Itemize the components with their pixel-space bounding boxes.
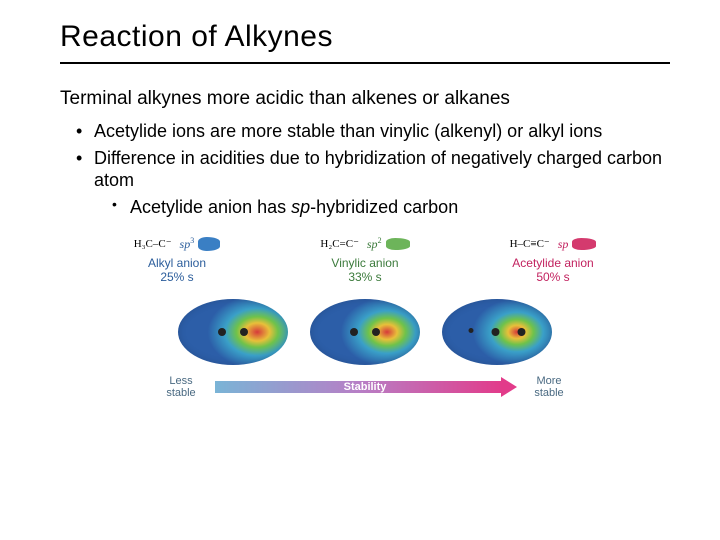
less-stable-label: Less stable (155, 375, 207, 399)
alkyl-sp-label: sp3 (180, 236, 195, 252)
vinyl-caption: Vinylic anion 33% s (331, 256, 398, 285)
sub-bullet-list: Acetylide anion has sp-hybridized carbon (94, 196, 670, 219)
alkyl-structure: H₃C–C⁻ sp3 (134, 236, 220, 252)
bullet-list: Acetylide ions are more stable than viny… (60, 120, 670, 218)
alkyl-density-map (178, 299, 288, 365)
acetylide-sp: sp (558, 237, 569, 251)
acetylide-orbital-lobe (572, 238, 596, 250)
nucleus-icon (469, 328, 474, 333)
sub-bullet-1: Acetylide anion has sp-hybridized carbon (112, 196, 670, 219)
alkyl-caption-pct: 25% s (148, 270, 206, 284)
stability-arrow: Stability (215, 378, 515, 396)
acetylide-density-map (442, 299, 552, 365)
vinyl-orbital-lobe (386, 238, 410, 250)
acetylide-anion-column: H–C≡C⁻ sp Acetylide anion 50% s (483, 236, 623, 285)
nucleus-icon (518, 328, 526, 336)
acetylide-formula: H–C≡C⁻ (510, 239, 550, 250)
alkyl-sp-sup: 3 (190, 236, 194, 245)
vinyl-structure: H₂C=C⁻ sp2 (320, 236, 409, 252)
alkyl-nuclei (218, 328, 248, 336)
alkyl-caption: Alkyl anion 25% s (148, 256, 206, 285)
acetylide-caption-pct: 50% s (512, 270, 593, 284)
subheading: Terminal alkynes more acidic than alkene… (60, 88, 670, 110)
alkyl-formula: H₃C–C⁻ (134, 239, 172, 250)
acetylide-sp-label: sp (558, 236, 569, 252)
more-stable-label: More stable (523, 375, 575, 399)
alkyl-anion-column: H₃C–C⁻ sp3 Alkyl anion 25% s (107, 236, 247, 285)
bullet-2: Difference in acidities due to hybridiza… (76, 147, 670, 219)
title-rule (60, 62, 670, 64)
slide: Reaction of Alkynes Terminal alkynes mor… (0, 0, 720, 540)
stability-arrow-label: Stability (344, 381, 387, 393)
vinyl-sp-label: sp2 (367, 236, 382, 252)
nucleus-icon (350, 328, 358, 336)
vinyl-anion-column: H₂C=C⁻ sp2 Vinylic anion 33% s (295, 236, 435, 285)
vinyl-formula: H₂C=C⁻ (320, 239, 358, 250)
vinyl-sp: sp (367, 237, 378, 251)
sub-bullet-suffix: -hybridized carbon (310, 197, 458, 217)
slide-title: Reaction of Alkynes (60, 20, 670, 54)
sub-bullet-prefix: Acetylide anion has (130, 197, 291, 217)
density-maps-row (60, 299, 670, 365)
bullet-2-text: Difference in acidities due to hybridiza… (94, 148, 662, 191)
bullet-1: Acetylide ions are more stable than viny… (76, 120, 670, 143)
nucleus-icon (240, 328, 248, 336)
alkyl-orbital-lobe (198, 237, 220, 251)
acetylide-caption-name: Acetylide anion (512, 256, 593, 270)
vinyl-density-map (310, 299, 420, 365)
sp-term: sp (291, 197, 310, 217)
nucleus-icon (218, 328, 226, 336)
stability-bar: Less stable Stability More stable (60, 375, 670, 399)
anion-structures-row: H₃C–C⁻ sp3 Alkyl anion 25% s H₂C=C⁻ sp2 … (60, 236, 670, 285)
nucleus-icon (492, 328, 500, 336)
acetylide-nuclei (469, 328, 526, 336)
acetylide-caption: Acetylide anion 50% s (512, 256, 593, 285)
acetylide-structure: H–C≡C⁻ sp (510, 236, 597, 252)
alkyl-sp: sp (180, 237, 191, 251)
vinyl-nuclei (350, 328, 380, 336)
nucleus-icon (372, 328, 380, 336)
vinyl-caption-pct: 33% s (331, 270, 398, 284)
alkyl-caption-name: Alkyl anion (148, 256, 206, 270)
arrow-head-icon (501, 377, 517, 397)
vinyl-sp-sup: 2 (378, 236, 382, 245)
vinyl-caption-name: Vinylic anion (331, 256, 398, 270)
